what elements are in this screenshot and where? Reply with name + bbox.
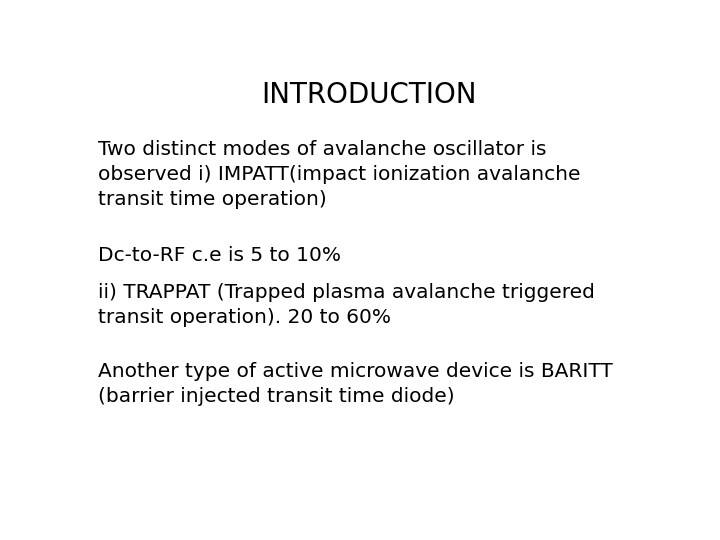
Text: Dc-to-RF c.e is 5 to 10%: Dc-to-RF c.e is 5 to 10% <box>99 246 341 265</box>
Text: INTRODUCTION: INTRODUCTION <box>261 82 477 110</box>
Text: ii) TRAPPAT (Trapped plasma avalanche triggered
transit operation). 20 to 60%: ii) TRAPPAT (Trapped plasma avalanche tr… <box>99 283 595 327</box>
Text: Two distinct modes of avalanche oscillator is
observed i) IMPATT(impact ionizati: Two distinct modes of avalanche oscillat… <box>99 140 581 208</box>
Text: Another type of active microwave device is BARITT
(barrier injected transit time: Another type of active microwave device … <box>99 362 613 406</box>
